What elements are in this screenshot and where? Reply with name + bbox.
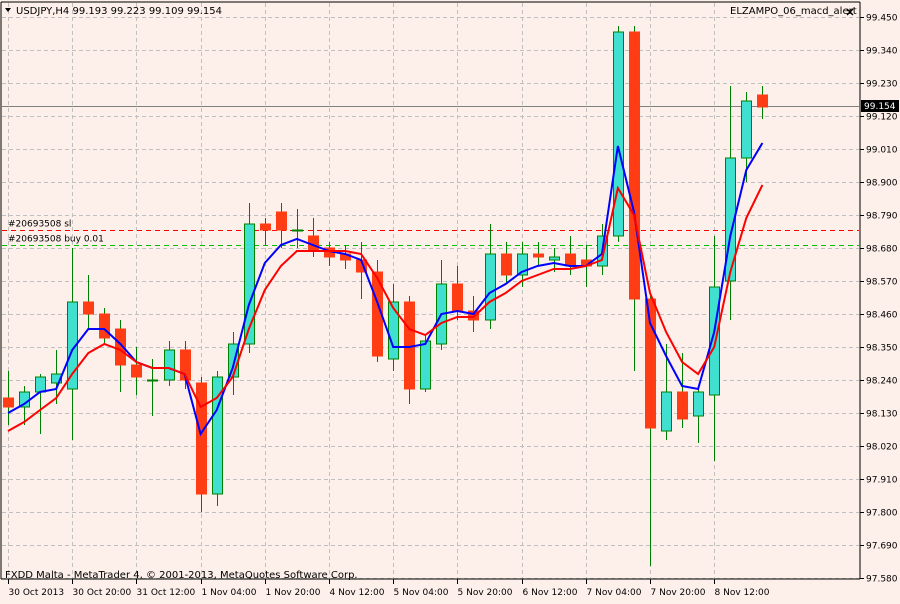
- y-tick-label: 98.900: [866, 179, 898, 189]
- candle-body-bull: [517, 253, 528, 276]
- candle-body-bear: [468, 310, 479, 321]
- candle-body-bear: [452, 283, 463, 312]
- y-tick-label: 97.800: [866, 509, 898, 519]
- candle-body-bear: [260, 223, 271, 231]
- candle-body-bull: [485, 253, 496, 321]
- y-tick-label: 97.910: [866, 476, 898, 486]
- candle-body-bull: [244, 223, 255, 345]
- y-tick-label: 98.680: [866, 245, 898, 255]
- y-tick-label: 99.120: [866, 113, 898, 123]
- y-axis-ticks: 99.450 99.340 99.230 99.120 99.010 98.900 98.7…: [860, 14, 898, 585]
- order-line-label: #20693508 sl: [8, 220, 71, 230]
- y-tick-label: 98.570: [866, 278, 898, 288]
- current-price-label: 99.154: [864, 102, 896, 112]
- candle-body-bear: [83, 301, 94, 315]
- candle-body-bear: [115, 328, 126, 366]
- candle-body-bull: [147, 379, 158, 382]
- y-tick-label: 99.230: [866, 80, 898, 90]
- candle-body-bear: [501, 253, 512, 276]
- y-tick-label: 98.240: [866, 377, 898, 387]
- candle-body-bear: [276, 211, 287, 231]
- chevron-down-icon[interactable]: [5, 8, 11, 12]
- candle-body-bull: [164, 349, 175, 381]
- candle-body-bear: [757, 94, 768, 108]
- x-tick-label: 7 Nov 20:00: [651, 588, 706, 598]
- order-line-labels: #20693508 sl #20693508 buy 0.01: [8, 220, 104, 245]
- candle-body-bull: [725, 157, 736, 282]
- candle-body-bear: [645, 298, 656, 429]
- candle-body-bear: [196, 382, 207, 495]
- candle-body-bull: [693, 391, 704, 417]
- y-tick-label: 99.010: [866, 146, 898, 156]
- candle-body-bull: [67, 301, 78, 390]
- y-tick-label: 98.790: [866, 212, 898, 222]
- candle-body-bull: [741, 100, 752, 159]
- y-tick-label: 99.340: [866, 47, 898, 57]
- candle-body-bear: [99, 313, 110, 339]
- symbol-header: USDJPY,H4 99.193 99.223 99.109 99.154: [5, 6, 222, 17]
- candle-body-bull: [212, 376, 223, 495]
- candle-body-bull: [35, 376, 46, 393]
- y-tick-label: 99.450: [866, 14, 898, 24]
- current-price-box: [861, 100, 899, 112]
- candle-body-bear: [131, 364, 142, 378]
- candle-body-bear: [533, 253, 544, 258]
- symbol-info: USDJPY,H4 99.193 99.223 99.109 99.154: [16, 6, 222, 17]
- axes: [0, 1, 861, 580]
- candle-body-bear: [677, 391, 688, 420]
- x-tick-label: 30 Oct 2013: [9, 588, 65, 598]
- indicator-header: ELZAMPO_06_macd_alert: [730, 6, 857, 17]
- order-line-label: #20693508 buy 0.01: [8, 235, 104, 245]
- candle-body-bull: [613, 31, 624, 237]
- x-tick-label: 5 Nov 20:00: [458, 588, 513, 598]
- x-axis-ticks: 30 Oct 2013 30 Oct 20:00 31 Oct 12:00 1 Nov…: [8, 579, 770, 598]
- y-tick-label: 98.130: [866, 410, 898, 420]
- candle-body-bull: [420, 340, 431, 390]
- candle-body-bull: [549, 256, 560, 261]
- x-tick-label: 4 Nov 12:00: [330, 588, 385, 598]
- candle-body-bull: [292, 229, 303, 232]
- y-tick-label: 98.020: [866, 443, 898, 453]
- x-tick-label: 30 Oct 20:00: [73, 588, 132, 598]
- y-tick-label: 97.580: [866, 575, 898, 585]
- order-lines: [2, 106, 859, 246]
- x-tick-label: 6 Nov 12:00: [523, 588, 578, 598]
- candle-body-bear: [629, 31, 640, 300]
- x-tick-label: 7 Nov 04:00: [587, 588, 642, 598]
- candle-body-bear: [3, 397, 14, 408]
- copyright-text: FXDD Malta - MetaTrader 4, © 2001-2013, …: [5, 570, 358, 581]
- current-price-tag: 99.154: [861, 100, 899, 112]
- slow-ma-line: [7, 184, 764, 432]
- x-tick-label: 8 Nov 12:00: [715, 588, 770, 598]
- close-icon[interactable]: [846, 8, 854, 16]
- candle-body-bull: [661, 391, 672, 432]
- x-tick-label: 5 Nov 04:00: [394, 588, 449, 598]
- candle-body-bull: [388, 301, 399, 360]
- y-tick-label: 98.350: [866, 344, 898, 354]
- y-tick-label: 97.690: [866, 542, 898, 552]
- indicator-name: ELZAMPO_06_macd_alert: [730, 6, 857, 17]
- candle-body-bear: [565, 253, 576, 267]
- x-tick-label: 31 Oct 12:00: [137, 588, 196, 598]
- x-tick-label: 1 Nov 20:00: [266, 588, 321, 598]
- y-tick-label: 98.460: [866, 311, 898, 321]
- moving-averages: [7, 142, 764, 437]
- x-tick-label: 1 Nov 04:00: [202, 588, 257, 598]
